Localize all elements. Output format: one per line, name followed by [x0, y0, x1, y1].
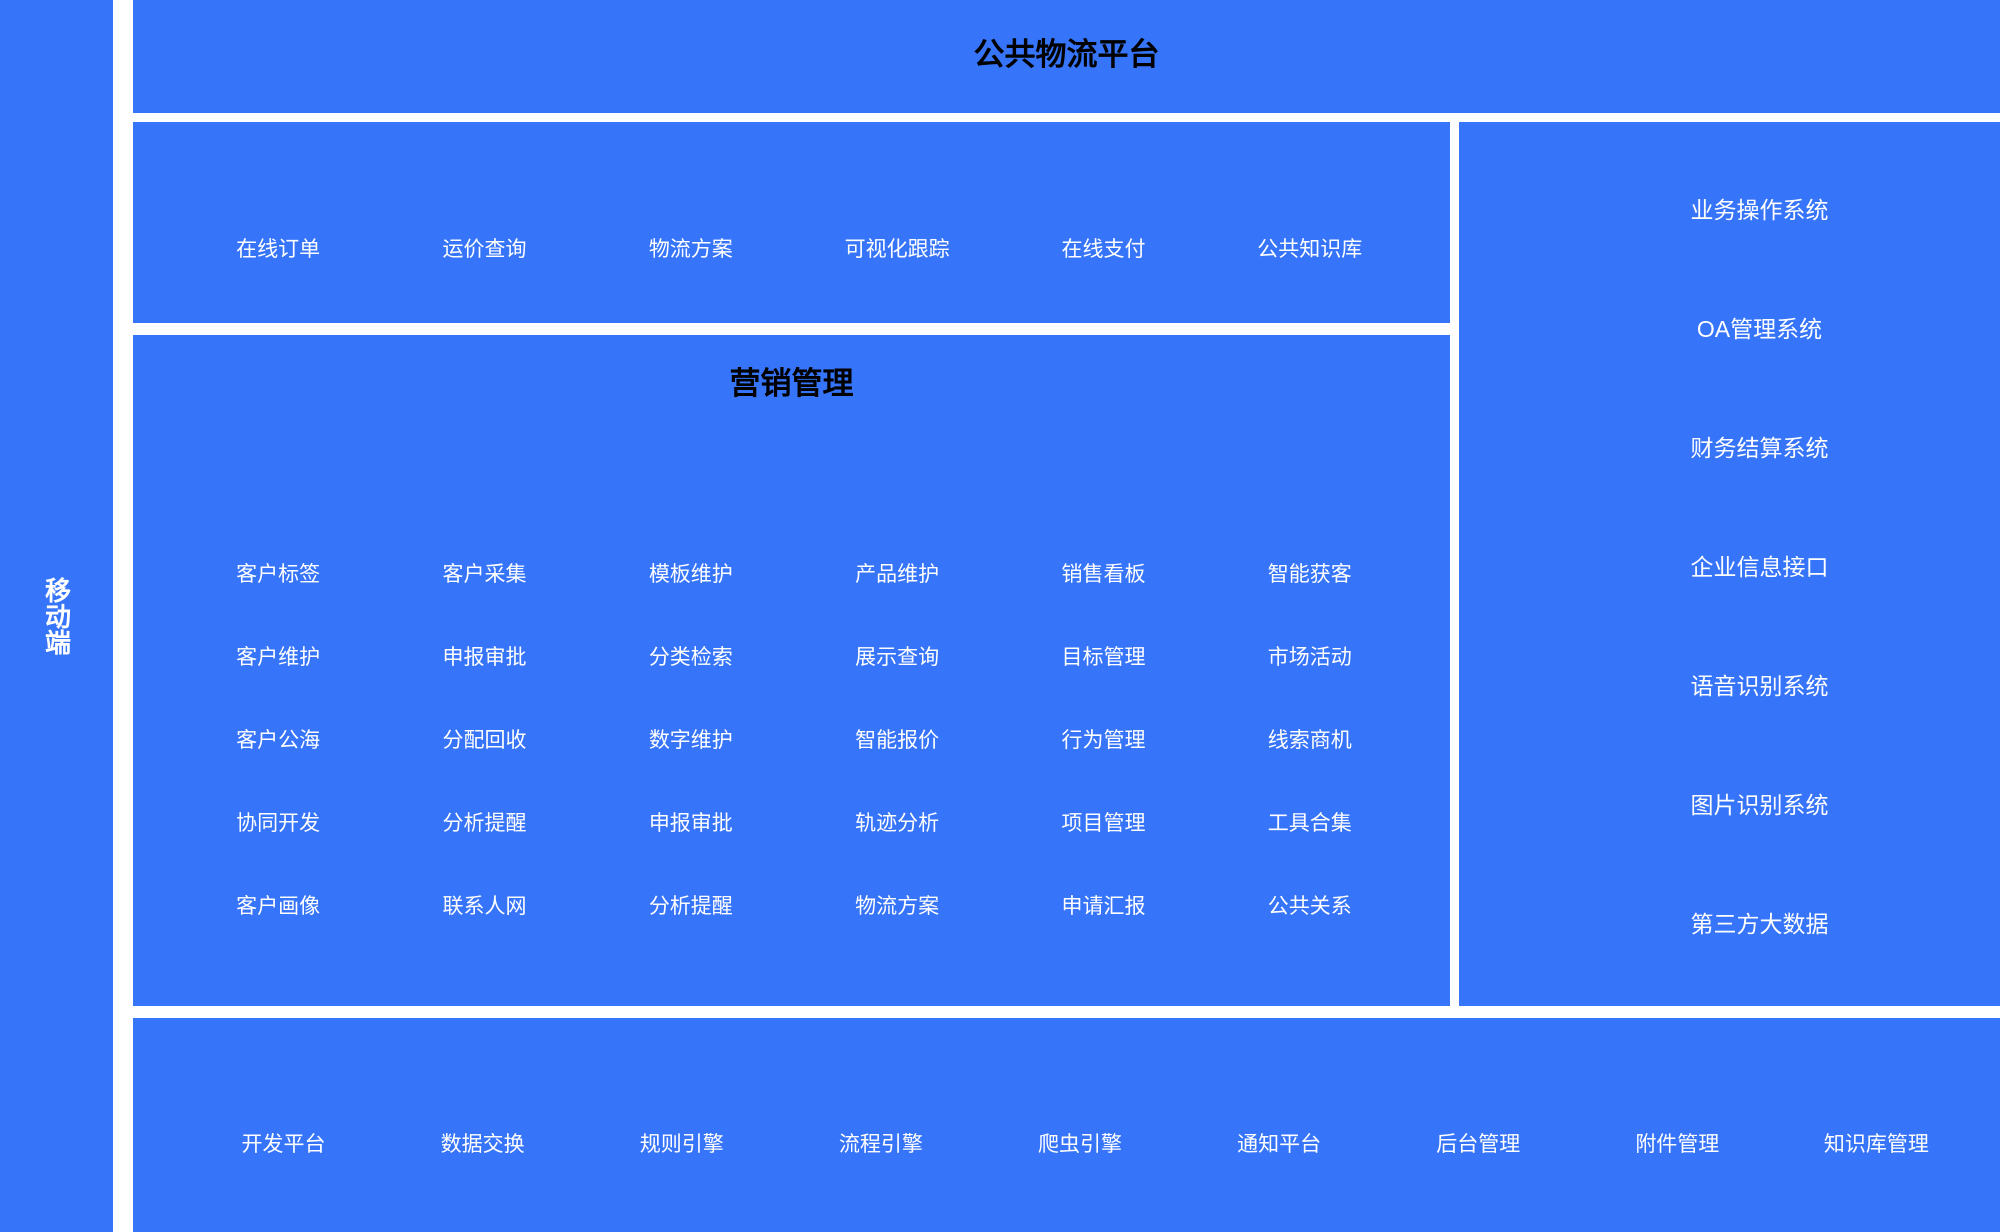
marketing-item[interactable]: 客户公海 [236, 728, 321, 752]
marketing-grid-row: 客户公海 分配回收 数字维护 智能报价 行为管理 线索商机 [133, 699, 1450, 782]
marketing-title: 营销管理 [729, 366, 854, 401]
marketing-grid-row: 客户画像 联系人网 分析提醒 物流方案 申请汇报 公共关系 [133, 865, 1450, 948]
marketing-item[interactable]: 项目管理 [1061, 811, 1146, 835]
platforms-row: 开发平台 数据交换 规则引擎 流程引擎 爬虫引擎 通知平台 后台管理 附件管理 知识库管理 [133, 1131, 2000, 1159]
marketing-item[interactable]: 线索商机 [1267, 728, 1352, 752]
platform-item[interactable]: 附件管理 [1635, 1133, 1720, 1156]
platform-item[interactable]: 数据交换 [440, 1133, 525, 1156]
platform-item[interactable]: 开发平台 [241, 1133, 326, 1156]
marketing-item[interactable]: 目标管理 [1061, 645, 1146, 669]
marketing-item[interactable]: 公共关系 [1267, 894, 1352, 918]
marketing-item[interactable]: 申请汇报 [1061, 894, 1146, 918]
top-banner: 公共物流平台 [133, 0, 2000, 113]
feature-item[interactable]: 在线支付 [1061, 238, 1146, 261]
platform-item[interactable]: 知识库管理 [1823, 1133, 1929, 1156]
system-item[interactable]: 语音识别系统 [1690, 672, 1829, 699]
marketing-item[interactable]: 分类检索 [648, 645, 733, 669]
system-item[interactable]: 业务操作系统 [1690, 196, 1829, 223]
marketing-item[interactable]: 模板维护 [648, 562, 733, 586]
marketing-item[interactable]: 客户维护 [236, 645, 321, 669]
marketing-item[interactable]: 轨迹分析 [855, 811, 940, 835]
features-panel: 在线订单 运价查询 物流方案 可视化跟踪 在线支付 公共知识库 [133, 122, 1450, 323]
marketing-item[interactable]: 工具合集 [1267, 811, 1352, 835]
features-row: 在线订单 运价查询 物流方案 可视化跟踪 在线支付 公共知识库 [133, 236, 1450, 264]
marketing-item[interactable]: 物流方案 [855, 894, 940, 918]
marketing-item[interactable]: 展示查询 [855, 645, 940, 669]
marketing-item[interactable]: 客户标签 [236, 562, 321, 586]
feature-item[interactable]: 运价查询 [442, 238, 527, 261]
marketing-item[interactable]: 智能获客 [1267, 562, 1352, 586]
marketing-item[interactable]: 申报审批 [442, 645, 527, 669]
marketing-grid-row: 客户维护 申报审批 分类检索 展示查询 目标管理 市场活动 [133, 616, 1450, 699]
marketing-grid-row: 协同开发 分析提醒 申报审批 轨迹分析 项目管理 工具合集 [133, 782, 1450, 865]
marketing-item[interactable]: 产品维护 [855, 562, 940, 586]
platform-title: 公共物流平台 [973, 37, 1160, 72]
mobile-rail-label: 移动端 [41, 577, 72, 655]
marketing-item[interactable]: 数字维护 [648, 728, 733, 752]
marketing-panel: 营销管理 客户标签 客户采集 模板维护 产品维护 销售看板 智能获客 客户维护 申报审批 分类检… [133, 335, 1450, 1006]
marketing-item[interactable]: 行为管理 [1061, 728, 1146, 752]
marketing-item[interactable]: 申报审批 [648, 811, 733, 835]
marketing-item[interactable]: 协同开发 [236, 811, 321, 835]
marketing-item[interactable]: 分析提醒 [442, 811, 527, 835]
marketing-item[interactable]: 客户画像 [236, 894, 321, 918]
system-item[interactable]: 第三方大数据 [1690, 910, 1829, 937]
marketing-item[interactable]: 分配回收 [442, 728, 527, 752]
feature-item[interactable]: 物流方案 [648, 238, 733, 261]
platform-item[interactable]: 通知平台 [1237, 1133, 1322, 1156]
system-item[interactable]: OA管理系统 [1696, 315, 1823, 342]
system-item[interactable]: 图片识别系统 [1690, 791, 1829, 818]
mobile-rail: 移动端 [0, 0, 113, 1232]
marketing-item[interactable]: 销售看板 [1061, 562, 1146, 586]
system-item[interactable]: 财务结算系统 [1690, 434, 1829, 461]
marketing-item[interactable]: 市场活动 [1267, 645, 1352, 669]
marketing-item[interactable]: 客户采集 [442, 562, 527, 586]
platform-item[interactable]: 爬虫引擎 [1037, 1133, 1122, 1156]
marketing-item[interactable]: 分析提醒 [648, 894, 733, 918]
feature-item[interactable]: 在线订单 [236, 238, 321, 261]
feature-item[interactable]: 公共知识库 [1257, 238, 1363, 261]
platform-item[interactable]: 规则引擎 [639, 1133, 724, 1156]
marketing-grid: 客户标签 客户采集 模板维护 产品维护 销售看板 智能获客 客户维护 申报审批 分类检索 展示查询… [133, 533, 1450, 948]
platforms-panel: 开发平台 数据交换 规则引擎 流程引擎 爬虫引擎 通知平台 后台管理 附件管理 知识库管理 [133, 1018, 2000, 1232]
platform-item[interactable]: 流程引擎 [838, 1133, 923, 1156]
marketing-item[interactable]: 联系人网 [442, 894, 527, 918]
marketing-grid-row: 客户标签 客户采集 模板维护 产品维护 销售看板 智能获客 [133, 533, 1450, 616]
marketing-item[interactable]: 智能报价 [855, 728, 940, 752]
system-item[interactable]: 企业信息接口 [1690, 553, 1829, 580]
platform-item[interactable]: 后台管理 [1436, 1133, 1521, 1156]
systems-panel: 业务操作系统 OA管理系统 财务结算系统 企业信息接口 语音识别系统 图片识别系统 第三方大… [1459, 122, 2000, 1006]
feature-item[interactable]: 可视化跟踪 [844, 238, 950, 261]
